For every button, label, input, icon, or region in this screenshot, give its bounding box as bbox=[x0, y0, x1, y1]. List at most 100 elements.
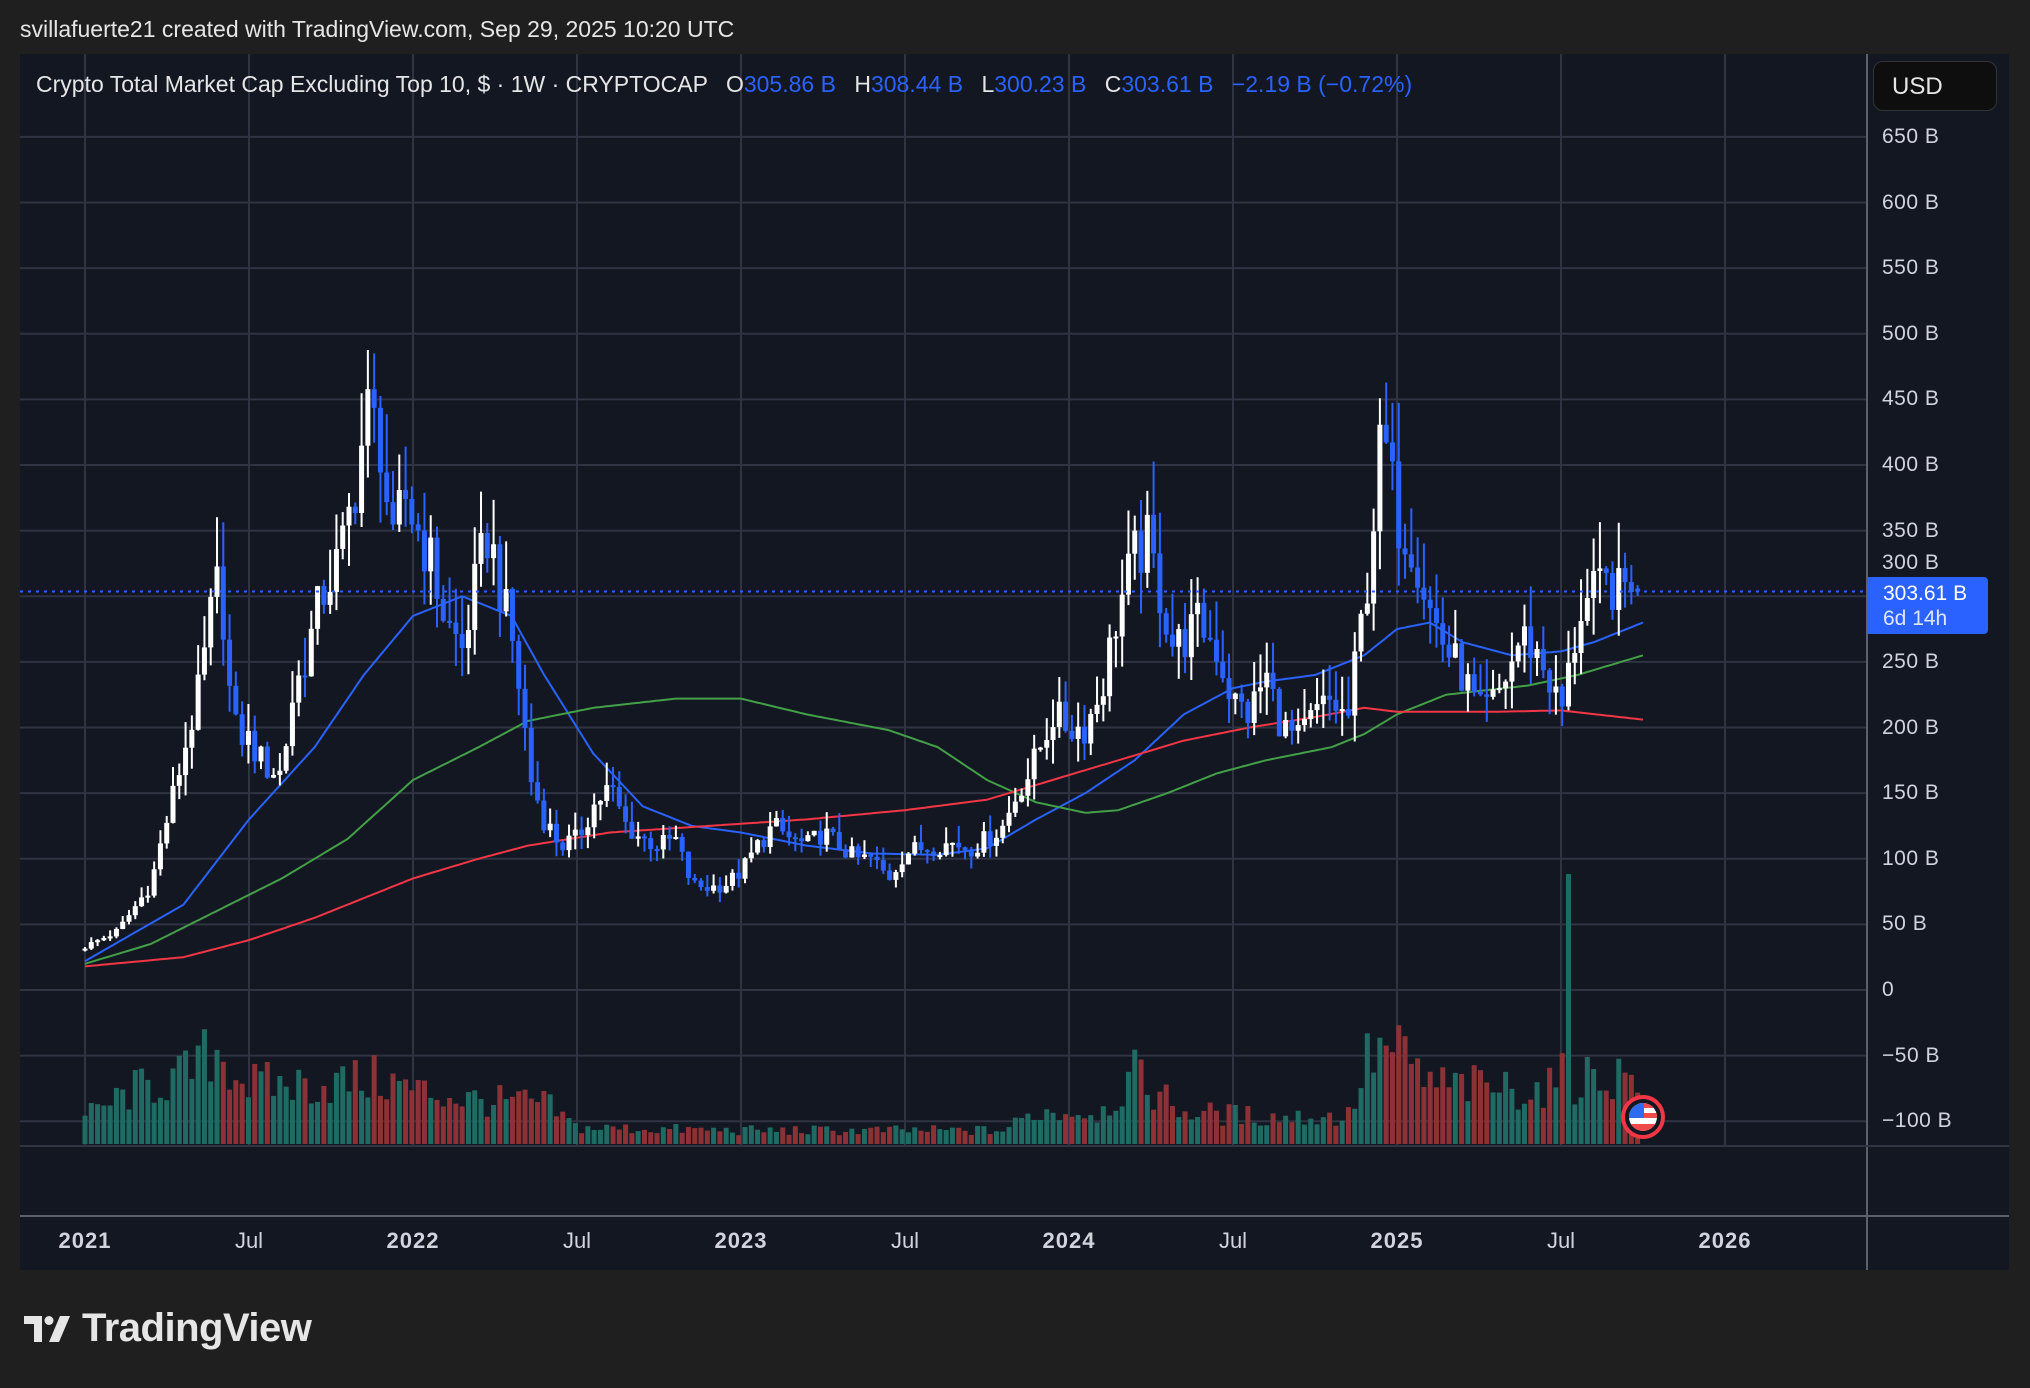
candle-body bbox=[1320, 695, 1326, 705]
volume-bar bbox=[1081, 1118, 1087, 1144]
volume-bar bbox=[176, 1055, 182, 1144]
volume-bar bbox=[1314, 1124, 1320, 1144]
candle-body bbox=[1295, 725, 1301, 731]
candle-body bbox=[1521, 626, 1527, 646]
candle-body bbox=[1578, 621, 1584, 654]
volume-bar bbox=[1000, 1131, 1006, 1144]
volume-bar bbox=[409, 1090, 415, 1144]
candle-body bbox=[585, 827, 591, 836]
volume-bar bbox=[1484, 1082, 1490, 1144]
candle-body bbox=[321, 586, 327, 605]
candle-body bbox=[447, 620, 453, 623]
candle-body bbox=[1201, 602, 1207, 638]
volume-bar bbox=[748, 1125, 754, 1144]
currency-button[interactable]: USD bbox=[1873, 61, 1997, 111]
candle-body bbox=[648, 838, 654, 850]
candle-body bbox=[1207, 637, 1213, 640]
volume-bar bbox=[522, 1089, 528, 1144]
volume-bar bbox=[1616, 1058, 1622, 1144]
candle-body bbox=[120, 921, 126, 929]
candle-body bbox=[780, 818, 786, 832]
candle-body bbox=[245, 730, 251, 745]
volume-bar bbox=[440, 1106, 446, 1144]
candle-body bbox=[1151, 514, 1157, 554]
candle-body bbox=[962, 847, 968, 850]
price-axis-label: 450 B bbox=[1882, 387, 1940, 411]
candle-body bbox=[1226, 678, 1232, 700]
volume-bar bbox=[987, 1134, 993, 1144]
volume-bar bbox=[151, 1102, 157, 1144]
volume-bar bbox=[1289, 1122, 1295, 1144]
candles bbox=[82, 349, 1641, 952]
candle-body bbox=[491, 544, 497, 559]
candle-body bbox=[453, 622, 459, 634]
price-axis-label: 50 B bbox=[1882, 912, 1928, 936]
candle-body bbox=[1188, 614, 1194, 658]
us-flag-event-icon[interactable] bbox=[1621, 1095, 1665, 1139]
candle-body bbox=[1138, 530, 1144, 573]
candle-body bbox=[1534, 648, 1540, 659]
candle-body bbox=[956, 842, 962, 848]
volume-bar bbox=[824, 1126, 830, 1144]
volume-bar bbox=[641, 1129, 647, 1144]
candle-body bbox=[660, 835, 666, 850]
moving-average-line bbox=[84, 654, 1644, 965]
volume-bar bbox=[1220, 1125, 1226, 1144]
volume-bar bbox=[1301, 1124, 1307, 1144]
candle-body bbox=[403, 490, 409, 499]
volume-bar bbox=[685, 1126, 691, 1144]
candle-body bbox=[767, 826, 773, 848]
volume-bar bbox=[497, 1085, 503, 1144]
volume-bar bbox=[1201, 1110, 1207, 1144]
candle-body bbox=[547, 823, 553, 831]
time-axis-label: Jul bbox=[1546, 1228, 1576, 1253]
candle-body bbox=[472, 563, 478, 631]
volume-bar bbox=[145, 1079, 151, 1144]
volume-bar bbox=[1327, 1112, 1333, 1144]
candle-body bbox=[1270, 672, 1276, 690]
candle-body bbox=[302, 675, 308, 678]
candle-body bbox=[817, 830, 823, 845]
candle-body bbox=[830, 828, 836, 833]
volume-bar bbox=[484, 1116, 490, 1144]
candle-body bbox=[949, 842, 955, 845]
volume-bar bbox=[459, 1106, 465, 1144]
candle-body bbox=[654, 849, 660, 852]
volume-bar bbox=[384, 1099, 390, 1144]
volume-bar bbox=[1163, 1084, 1169, 1144]
candle-body bbox=[1565, 662, 1571, 707]
volume-bar bbox=[1559, 1053, 1565, 1144]
candle-body bbox=[1396, 461, 1402, 549]
candle-body bbox=[1239, 693, 1245, 702]
candle-body bbox=[943, 843, 949, 856]
volume-bar bbox=[201, 1029, 207, 1144]
candle-body bbox=[409, 498, 415, 525]
tradingview-logo[interactable]: TradingView bbox=[24, 1306, 312, 1351]
volume-bar bbox=[1182, 1111, 1188, 1144]
candle-body bbox=[1132, 530, 1138, 554]
candle-body bbox=[786, 831, 792, 838]
volume-bar bbox=[1597, 1090, 1603, 1144]
candle-body bbox=[1389, 442, 1395, 462]
candle-body bbox=[1000, 825, 1006, 838]
candle-body bbox=[82, 948, 88, 951]
volume-bars bbox=[82, 874, 1641, 1144]
candle-body bbox=[572, 829, 578, 836]
candle-body bbox=[157, 843, 163, 870]
candle-body bbox=[1169, 634, 1175, 647]
volume-bar bbox=[1333, 1125, 1339, 1144]
volume-bar bbox=[1427, 1071, 1433, 1144]
candle-body bbox=[1635, 588, 1641, 592]
volume-bar bbox=[195, 1045, 201, 1144]
volume-bar bbox=[855, 1134, 861, 1144]
volume-bar bbox=[1069, 1116, 1075, 1144]
candle-body bbox=[931, 851, 937, 857]
candle-body bbox=[1163, 613, 1169, 635]
volume-bar bbox=[82, 1115, 88, 1144]
change-value: −2.19 B (−0.72%) bbox=[1231, 71, 1413, 97]
candle-body bbox=[1433, 608, 1439, 624]
volume-bar bbox=[962, 1130, 968, 1144]
volume-bar bbox=[1251, 1122, 1257, 1144]
price-axis-label: 100 B bbox=[1882, 846, 1940, 870]
